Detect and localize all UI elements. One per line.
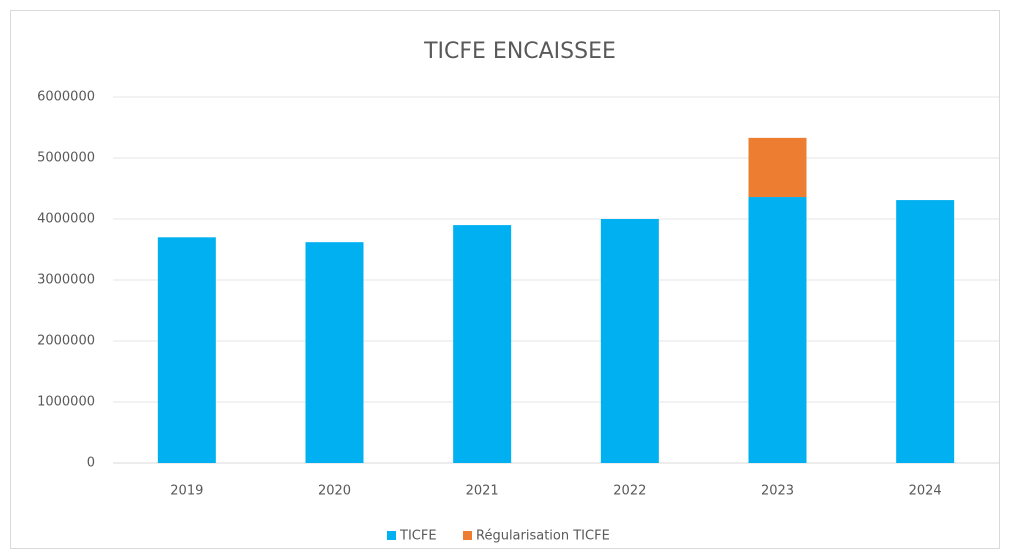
bar [748, 197, 807, 464]
chart-title: TICFE ENCAISSEE [423, 39, 616, 64]
y-tick-label: 3000000 [37, 273, 95, 288]
legend-swatch [387, 531, 396, 540]
x-tick-label: 2023 [761, 484, 794, 499]
bar [453, 225, 512, 463]
x-tick-label: 2021 [466, 484, 499, 499]
bar [600, 219, 659, 463]
legend-label: TICFE [399, 529, 437, 544]
x-tick-label: 2024 [909, 484, 942, 499]
bar [748, 137, 807, 198]
y-tick-label: 0 [87, 456, 95, 471]
y-tick-label: 6000000 [37, 90, 95, 105]
y-tick-label: 2000000 [37, 334, 95, 349]
bar [896, 200, 955, 463]
x-tick-label: 2022 [613, 484, 646, 499]
y-tick-label: 4000000 [37, 212, 95, 227]
y-tick-label: 5000000 [37, 151, 95, 166]
x-tick-label: 2019 [170, 484, 203, 499]
legend-swatch [463, 531, 472, 540]
bar [157, 237, 216, 463]
y-tick-label: 1000000 [37, 395, 95, 410]
x-tick-label: 2020 [318, 484, 351, 499]
legend-label: Régularisation TICFE [476, 529, 610, 544]
bar [305, 242, 364, 463]
